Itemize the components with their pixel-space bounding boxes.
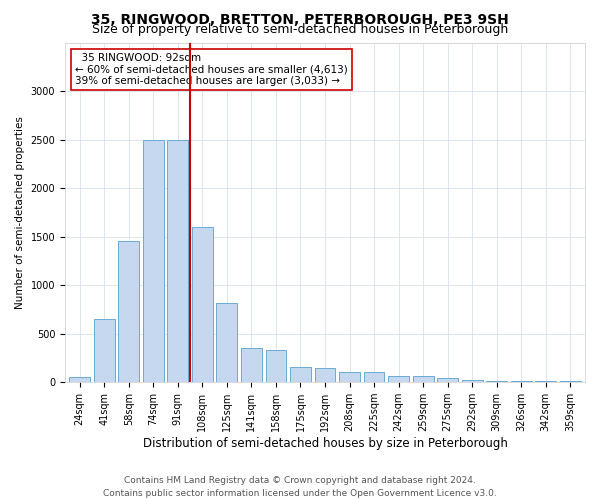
Bar: [241, 348, 262, 382]
Bar: [70, 378, 90, 382]
Bar: [339, 372, 360, 382]
Bar: [192, 227, 213, 382]
Bar: [217, 302, 238, 382]
Text: 35, RINGWOOD, BRETTON, PETERBOROUGH, PE3 9SH: 35, RINGWOOD, BRETTON, PETERBOROUGH, PE3…: [91, 12, 509, 26]
Bar: [118, 242, 139, 382]
Bar: [486, 381, 507, 382]
Bar: [266, 350, 286, 382]
Bar: [167, 140, 188, 382]
Bar: [462, 380, 482, 382]
Y-axis label: Number of semi-detached properties: Number of semi-detached properties: [15, 116, 25, 309]
Bar: [314, 368, 335, 382]
Bar: [94, 319, 115, 382]
Text: 35 RINGWOOD: 92sqm  
← 60% of semi-detached houses are smaller (4,613)
39% of se: 35 RINGWOOD: 92sqm ← 60% of semi-detache…: [76, 52, 348, 86]
Bar: [413, 376, 434, 382]
Bar: [364, 372, 385, 382]
Bar: [143, 140, 164, 382]
Text: Size of property relative to semi-detached houses in Peterborough: Size of property relative to semi-detach…: [92, 22, 508, 36]
Bar: [290, 366, 311, 382]
Text: Contains HM Land Registry data © Crown copyright and database right 2024.
Contai: Contains HM Land Registry data © Crown c…: [103, 476, 497, 498]
X-axis label: Distribution of semi-detached houses by size in Peterborough: Distribution of semi-detached houses by …: [143, 437, 508, 450]
Bar: [437, 378, 458, 382]
Bar: [388, 376, 409, 382]
